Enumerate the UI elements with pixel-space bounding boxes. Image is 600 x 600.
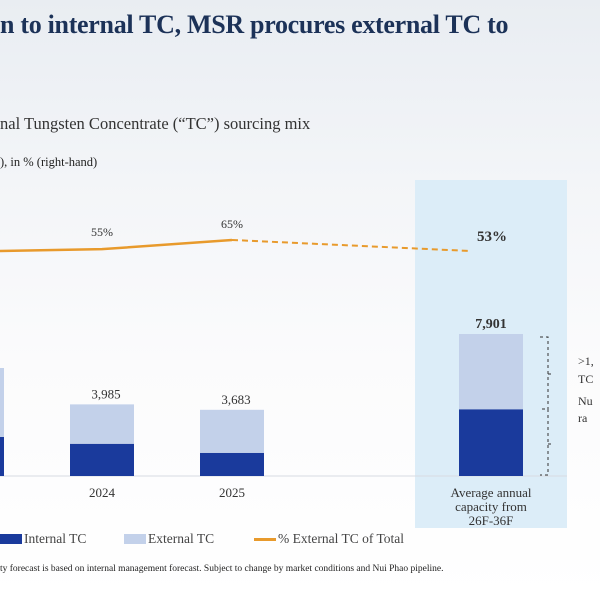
legend-label: Internal TC — [24, 531, 87, 546]
chart-subtitle: nal Tungsten Concentrate (“TC”) sourcing… — [0, 114, 311, 133]
side-note: >1, — [578, 354, 594, 368]
unit-note: ), in % (right-hand) — [0, 155, 98, 169]
bar-internal — [0, 437, 4, 476]
line-data-label: 53% — [477, 229, 507, 245]
data-label: 7,901 — [475, 317, 507, 332]
data-label: 3,683 — [221, 392, 250, 407]
line-data-label: 65% — [221, 217, 243, 231]
footnote: ty forecast is based on internal managem… — [0, 564, 444, 574]
x-tick-label: Average annual — [451, 485, 532, 500]
line-data-label: 55% — [91, 225, 113, 239]
legend-internal: Internal TC — [0, 531, 86, 547]
legend-swatch — [124, 534, 146, 544]
x-tick-label: capacity from — [455, 499, 527, 514]
bar-internal — [70, 443, 134, 476]
bar-external — [0, 368, 4, 476]
bracket — [540, 336, 554, 476]
x-tick-label: 26F-36F — [469, 513, 514, 528]
legend-label: External TC — [148, 531, 215, 546]
line-series-actual — [0, 238, 233, 253]
bar-internal — [200, 452, 264, 476]
slide-title: n to internal TC, MSR procures external … — [0, 10, 509, 39]
side-note: ra — [578, 411, 588, 425]
legend-swatch — [254, 537, 276, 541]
legend-external: External TC — [124, 531, 214, 547]
bar-internal — [459, 409, 523, 476]
line-series-forecast — [231, 238, 471, 252]
legend-line: % External TC of Total — [254, 531, 404, 547]
bar-external — [70, 404, 134, 444]
legend-label: % External TC of Total — [278, 531, 405, 546]
side-note: TC — [578, 372, 594, 386]
bar-external — [459, 334, 523, 410]
side-note: Nu — [578, 394, 593, 408]
x-tick-label: 2025 — [219, 485, 245, 500]
legend-swatch — [0, 534, 22, 544]
x-tick-label: 2024 — [89, 485, 116, 500]
bar-external — [200, 409, 264, 453]
data-label: 3,985 — [91, 386, 120, 401]
